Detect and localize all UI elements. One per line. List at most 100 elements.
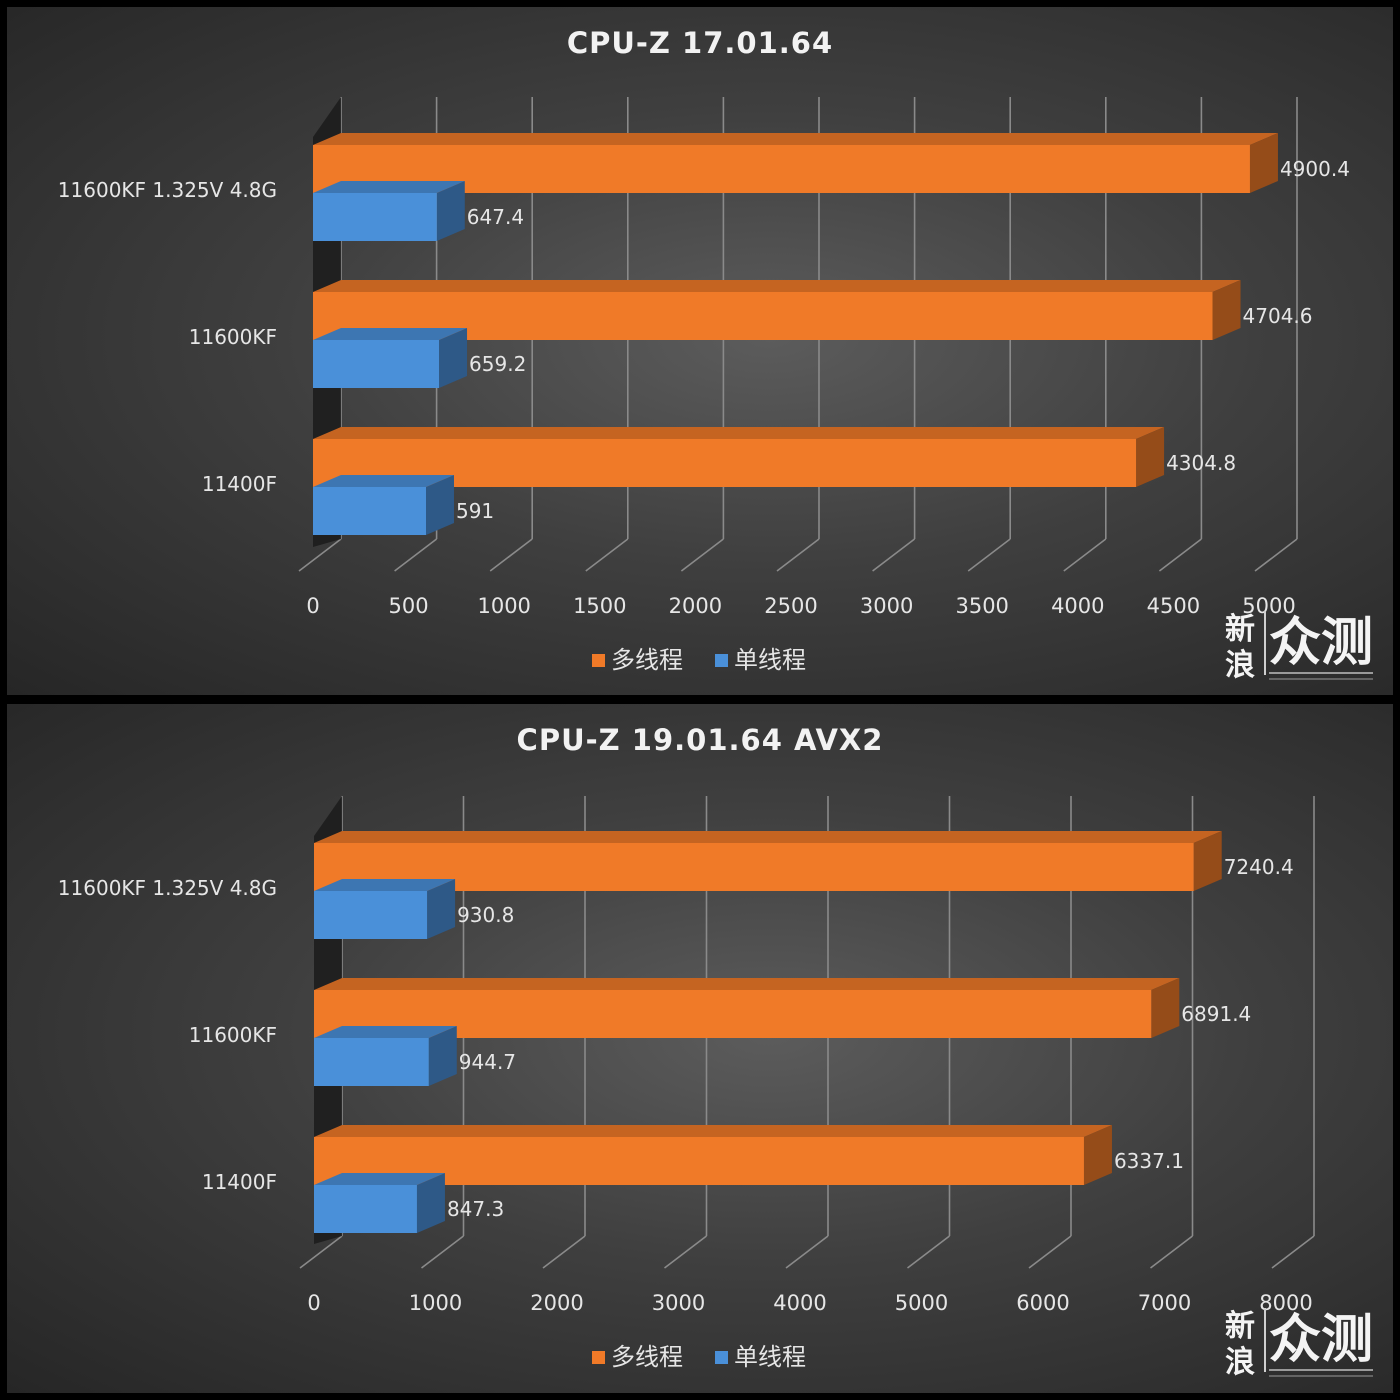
floor-gridline	[421, 1235, 464, 1269]
floor-gridline	[1158, 538, 1202, 572]
bar	[313, 340, 440, 388]
x-tick-label: 1000	[409, 1291, 462, 1315]
x-tick-label: 3000	[860, 594, 913, 618]
x-tick-label: 4000	[773, 1291, 826, 1315]
bar-top-face	[313, 280, 1241, 292]
x-tick-label: 1500	[573, 594, 626, 618]
bar-side-face	[1212, 280, 1241, 340]
category-label: 11600KF 1.325V 4.8G	[58, 178, 277, 202]
bar	[313, 193, 437, 241]
bar	[314, 843, 1194, 891]
chart-svg-1: CPU-Z 17.01.64 0 500 1000 1500 2000 2500 3000 35…	[58, 26, 1373, 683]
bar-top-face	[313, 133, 1278, 145]
category-label: 11400F	[202, 472, 277, 496]
floor-gridline	[872, 538, 916, 572]
bar	[314, 1038, 429, 1086]
floor-gridline	[585, 538, 629, 572]
watermark-text-lang: 浪	[1225, 1345, 1255, 1380]
bar-side-face	[1083, 1125, 1112, 1185]
chart-svg-2: CPU-Z 19.01.64 AVX2 0 1000 2000 3000 4000 5000…	[58, 723, 1373, 1380]
chart-panel-2: CPU-Z 19.01.64 AVX2 0 1000 2000 3000 4000 5000…	[7, 704, 1393, 1393]
x-tick-label: 8000	[1259, 1291, 1312, 1315]
bar	[313, 145, 1250, 193]
x-tick-label: 2000	[669, 594, 722, 618]
watermark-text-zhongce: 众测	[1269, 613, 1373, 673]
bar-top-face	[313, 475, 454, 487]
floor-gridline	[776, 538, 820, 572]
category-label: 11600KF	[189, 325, 277, 349]
bar-side-face	[1151, 978, 1180, 1038]
data-label: 591	[456, 499, 494, 523]
x-tick-label: 0	[307, 1291, 320, 1315]
watermark-text-lang: 浪	[1225, 648, 1255, 683]
bar-side-face	[1136, 427, 1165, 487]
x-tick-label: 3500	[955, 594, 1008, 618]
floor-gridline	[542, 1235, 586, 1269]
chart-title: CPU-Z 17.01.64	[567, 26, 833, 60]
data-label: 4704.6	[1243, 304, 1313, 328]
watermark-text-zhongce: 众测	[1269, 1310, 1373, 1370]
watermark-text-xin: 新	[1225, 612, 1255, 647]
bar-top-face	[313, 328, 468, 340]
floor-gridline	[1271, 1235, 1315, 1269]
data-label: 4900.4	[1280, 157, 1350, 181]
data-label: 647.4	[467, 205, 524, 229]
legend-swatch	[715, 654, 728, 667]
category-label: 11600KF 1.325V 4.8G	[58, 876, 277, 900]
data-label: 847.3	[447, 1197, 504, 1221]
legend-label: 单线程	[734, 1343, 806, 1371]
bar-side-face	[439, 328, 468, 388]
bar	[314, 1185, 417, 1233]
data-label: 6891.4	[1181, 1002, 1251, 1026]
bar-top-face	[314, 1173, 445, 1185]
category-label: 11400F	[202, 1170, 277, 1194]
floor-gridline	[1254, 538, 1298, 572]
floor-gridline	[298, 538, 342, 572]
floor-gridline	[907, 1235, 950, 1269]
floor-gridline	[967, 538, 1011, 572]
floor-gridline	[664, 1235, 707, 1269]
legend-swatch	[592, 1351, 605, 1364]
bar-side-face	[427, 879, 456, 939]
floor-gridline	[489, 538, 533, 572]
floor-gridline	[680, 538, 724, 572]
x-tick-label: 2500	[764, 594, 817, 618]
floor-gridline	[1063, 538, 1107, 572]
x-tick-label: 500	[389, 594, 429, 618]
floor-gridline	[299, 1235, 343, 1269]
x-tick-label: 1000	[477, 594, 530, 618]
legend-label: 多线程	[611, 1343, 683, 1371]
floor-gridline	[394, 538, 438, 572]
floor-gridline	[1028, 1235, 1072, 1269]
watermark-text-xin: 新	[1225, 1309, 1255, 1344]
bar-side-face	[436, 181, 465, 241]
floor-gridline	[1150, 1235, 1193, 1269]
chart-panel-1: CPU-Z 17.01.64 0 500 1000 1500 2000 2500 3000 35…	[7, 7, 1393, 695]
x-tick-label: 5000	[1242, 594, 1295, 618]
bar	[313, 487, 426, 535]
bar-top-face	[313, 181, 465, 193]
floor-gridline	[785, 1235, 829, 1269]
x-tick-label: 4000	[1051, 594, 1104, 618]
chart-title: CPU-Z 19.01.64 AVX2	[517, 723, 884, 757]
bar	[314, 891, 428, 939]
bar-top-face	[314, 1026, 457, 1038]
legend-swatch	[715, 1351, 728, 1364]
bar-side-face	[425, 475, 454, 535]
bar-side-face	[428, 1026, 457, 1086]
x-tick-label: 5000	[895, 1291, 948, 1315]
x-tick-label: 0	[306, 594, 319, 618]
bar-side-face	[416, 1173, 445, 1233]
legend-label: 多线程	[611, 646, 683, 674]
bar-side-face	[1193, 831, 1222, 891]
bar-top-face	[314, 978, 1180, 990]
x-tick-label: 3000	[652, 1291, 705, 1315]
bar-top-face	[314, 879, 456, 891]
x-tick-label: 7000	[1138, 1291, 1191, 1315]
bar-top-face	[313, 427, 1165, 439]
data-label: 930.8	[457, 903, 514, 927]
bar-top-face	[314, 1125, 1112, 1137]
legend-swatch	[592, 654, 605, 667]
data-label: 7240.4	[1224, 855, 1294, 879]
legend-label: 单线程	[734, 646, 806, 674]
